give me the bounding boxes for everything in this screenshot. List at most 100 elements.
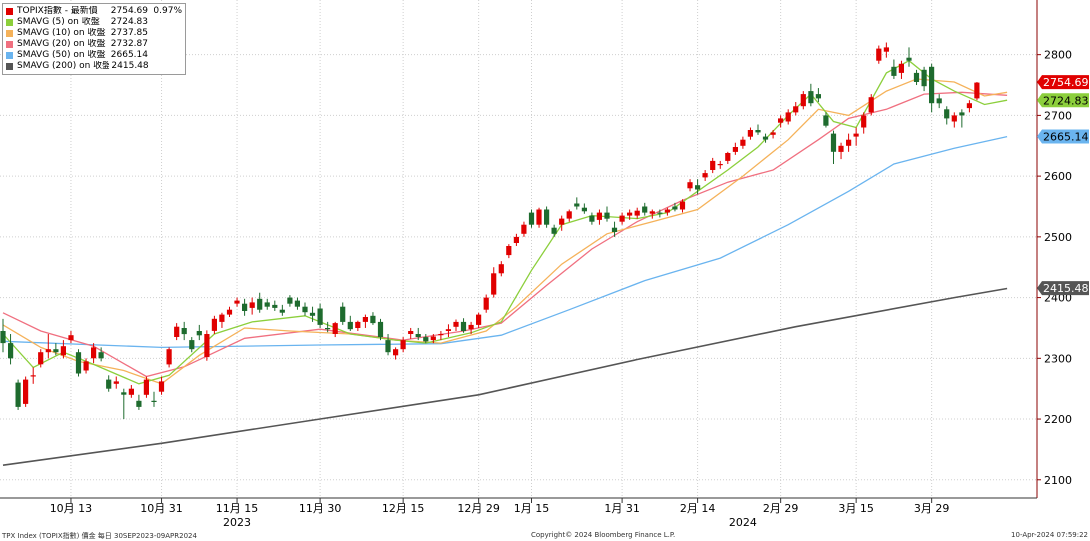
- price-tag: 2754.69: [1037, 75, 1089, 90]
- candle-down: [189, 337, 195, 353]
- candle-down: [423, 334, 429, 344]
- candle-body: [453, 321, 459, 327]
- candle-up: [740, 136, 746, 149]
- candle-down: [75, 349, 82, 377]
- candle-body: [257, 298, 263, 310]
- candle-down: [121, 388, 127, 420]
- candle-body: [45, 349, 51, 353]
- chart-legend: TOPIX指數 - 最新價 2754.69 0.97% SMAVG (5) on 收盤…: [2, 3, 186, 75]
- candle-body: [415, 334, 421, 337]
- candle-body: [604, 212, 610, 219]
- candle-body: [445, 329, 451, 331]
- candle-body: [800, 94, 806, 107]
- candle-body: [317, 308, 323, 325]
- candle-up: [634, 207, 640, 219]
- candle-up: [83, 358, 89, 374]
- candle-body: [642, 206, 648, 213]
- y-tick-label: 2600: [1044, 170, 1072, 183]
- candle-body: [861, 115, 867, 128]
- candle-down: [53, 343, 59, 356]
- candle-body: [400, 340, 406, 350]
- candle-down: [106, 375, 112, 392]
- candle-body: [755, 130, 761, 133]
- candle-body: [302, 306, 308, 313]
- ma-line: [2, 59, 1008, 385]
- candle-down: [15, 379, 21, 410]
- candle-up: [793, 102, 799, 116]
- candle-down: [929, 63, 935, 113]
- x-tick-label: 3月 29: [914, 502, 950, 515]
- candle-body: [793, 106, 799, 113]
- candle-down: [672, 202, 678, 212]
- candle-body: [226, 309, 233, 315]
- legend-series-name: TOPIX指數 - 最新價: [17, 6, 98, 16]
- candle-down: [377, 318, 384, 341]
- candle-body: [627, 212, 633, 216]
- candle-up: [45, 334, 51, 359]
- candle-body: [634, 210, 640, 216]
- x-tick-label: 12月 29: [457, 502, 500, 515]
- candle-body: [491, 273, 497, 295]
- price-tag: 2415.48: [1037, 281, 1089, 296]
- legend-entry: SMAVG (50) on 收盤 2665.14: [6, 50, 182, 61]
- candle-body: [196, 331, 202, 336]
- candle-up: [91, 343, 97, 364]
- x-tick-label: 11月 30: [299, 502, 342, 515]
- candle-body: [309, 312, 316, 316]
- candle-body: [823, 115, 829, 126]
- candle-up: [778, 115, 784, 128]
- candle-body: [30, 375, 36, 377]
- candle-body: [234, 300, 240, 304]
- candle-down: [151, 391, 157, 407]
- candle-body: [219, 314, 225, 322]
- y-tick-label: 2500: [1044, 231, 1072, 244]
- candle-body: [876, 48, 882, 61]
- candle-up: [506, 244, 512, 259]
- legend-value: 2415.48: [111, 61, 149, 71]
- candle-up: [211, 315, 217, 335]
- candle-body: [921, 69, 927, 87]
- price-tag-label: 2724.83: [1043, 94, 1089, 107]
- candle-body: [83, 361, 89, 371]
- candle-down: [385, 334, 391, 356]
- candle-down: [279, 304, 285, 316]
- candle-down: [272, 300, 278, 311]
- candle-body: [8, 343, 14, 359]
- x-tick-label: 10月 13: [50, 502, 93, 515]
- candle-down: [755, 124, 761, 135]
- candle-up: [30, 367, 36, 384]
- candle-up: [158, 376, 165, 395]
- candle-down: [695, 179, 701, 195]
- candle-down: [604, 206, 610, 222]
- candle-up: [649, 209, 655, 219]
- candle-body: [521, 224, 527, 234]
- ma-line: [2, 91, 1008, 378]
- y-tick-label: 2700: [1044, 109, 1072, 122]
- candle-up: [23, 376, 29, 407]
- x-tick-label: 1月 15: [514, 502, 550, 515]
- candle-body: [75, 352, 82, 374]
- candle-body: [385, 340, 391, 353]
- candle-body: [785, 112, 791, 122]
- candle-body: [679, 201, 686, 210]
- candle-body: [695, 185, 701, 190]
- legend-value: 2724.83: [110, 17, 148, 27]
- candle-up: [483, 294, 489, 313]
- candle-down: [815, 88, 821, 103]
- candle-body: [38, 352, 44, 365]
- x-tick-label: 11月 15: [216, 502, 259, 515]
- candle-down: [944, 106, 950, 125]
- price-tag-bg: [1037, 281, 1089, 296]
- candle-up: [226, 306, 233, 318]
- candle-body: [53, 349, 59, 353]
- candle-down: [242, 298, 248, 316]
- candle-up: [853, 127, 859, 146]
- candle-up: [204, 330, 210, 361]
- candle-up: [876, 45, 882, 64]
- candle-body: [589, 215, 595, 222]
- x-tick-label: 12月 15: [382, 502, 425, 515]
- candle-body: [204, 334, 210, 358]
- candle-up: [219, 312, 225, 328]
- candle-body: [113, 381, 119, 384]
